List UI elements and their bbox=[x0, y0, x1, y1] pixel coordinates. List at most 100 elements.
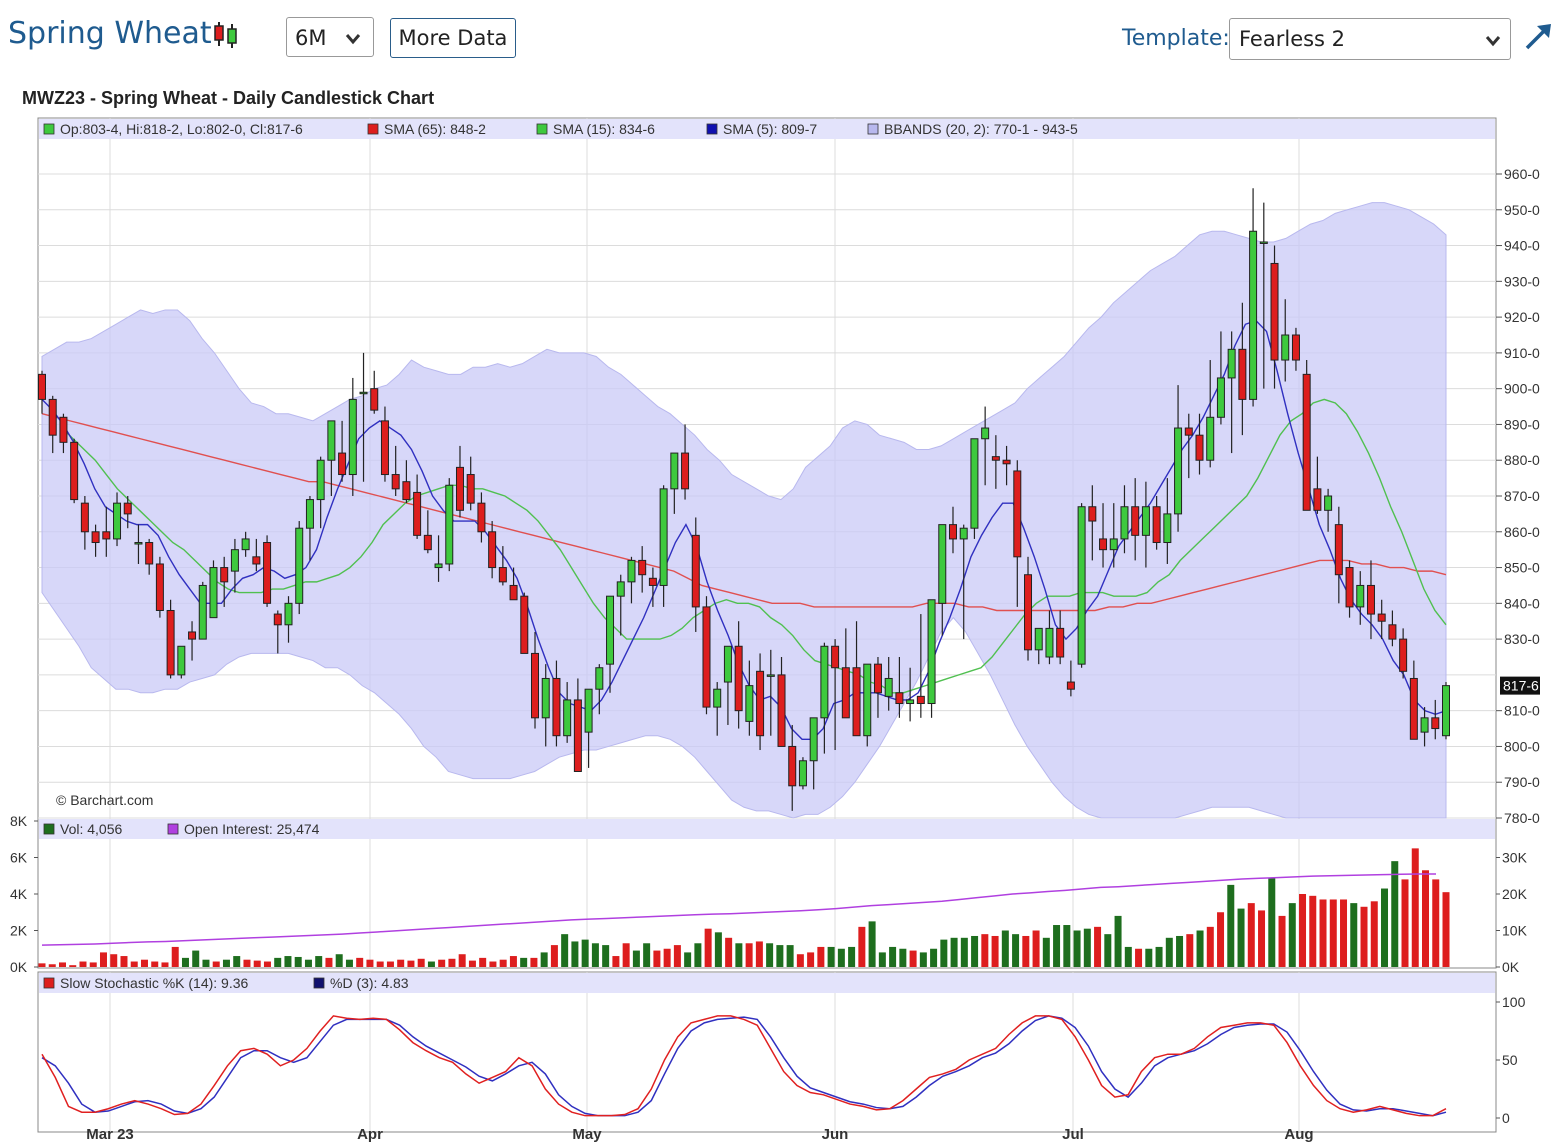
candle-body bbox=[713, 688, 722, 708]
volume-bar bbox=[776, 945, 784, 967]
volume-bar bbox=[694, 943, 702, 967]
open-interest-line bbox=[41, 873, 1436, 946]
candle-body bbox=[691, 534, 700, 608]
price-tick-label: 910-0 bbox=[1504, 345, 1540, 361]
more-data-button[interactable]: More Data bbox=[390, 18, 516, 58]
candle-body bbox=[220, 567, 229, 583]
volume-bar bbox=[1073, 930, 1081, 967]
volume-tick-left: 8K bbox=[10, 813, 28, 829]
candle-body bbox=[198, 584, 207, 640]
volume-legend-item: Vol: 4,056 bbox=[60, 821, 122, 837]
candle-body bbox=[1238, 348, 1247, 400]
volume-bar bbox=[274, 957, 282, 967]
price-tick-label: 790-0 bbox=[1504, 774, 1540, 790]
oi-tick-right: 10K bbox=[1502, 923, 1528, 939]
candle-body bbox=[648, 577, 657, 586]
volume-bar bbox=[1360, 906, 1368, 967]
volume-bar bbox=[878, 952, 886, 967]
volume-bar bbox=[1237, 908, 1245, 967]
stoch-tick-label: 50 bbox=[1502, 1052, 1518, 1068]
candle-body bbox=[573, 699, 582, 772]
period-value: 6M bbox=[295, 26, 327, 50]
volume-tick-left: 2K bbox=[10, 923, 28, 939]
volume-bar bbox=[786, 945, 794, 967]
candle-body bbox=[1399, 638, 1408, 672]
candle-body bbox=[831, 645, 840, 669]
stoch-k-line bbox=[41, 1015, 1447, 1117]
x-month-label: Mar 23 bbox=[86, 1126, 134, 1143]
volume-bar bbox=[919, 952, 927, 967]
volume-bar bbox=[550, 945, 558, 967]
candlestick-icon[interactable] bbox=[212, 20, 240, 50]
candle-body bbox=[145, 542, 154, 565]
expand-arrow-icon[interactable] bbox=[1523, 22, 1553, 52]
volume-bar bbox=[1288, 903, 1296, 967]
candle-body bbox=[80, 502, 89, 533]
volume-bar bbox=[663, 948, 671, 967]
volume-bar bbox=[438, 959, 446, 967]
candle-body bbox=[1195, 434, 1204, 461]
volume-bar bbox=[520, 957, 528, 967]
volume-bar bbox=[899, 948, 907, 967]
volume-bar bbox=[1309, 895, 1317, 967]
candle-body bbox=[1313, 488, 1322, 511]
price-legend-item: SMA (15): 834-6 bbox=[553, 121, 655, 137]
candle-body bbox=[1442, 685, 1450, 737]
volume-bar bbox=[684, 952, 692, 967]
candle-body bbox=[991, 456, 1000, 461]
volume-bar bbox=[602, 945, 610, 967]
candle-body bbox=[766, 674, 775, 677]
chart-area[interactable]: Op:803-4, Hi:818-2, Lo:802-0, Cl:817-6 SM… bbox=[0, 110, 1568, 1143]
volume-bar bbox=[1299, 894, 1307, 967]
volume-bar bbox=[315, 956, 323, 967]
stoch-legend-item: %D (3): 4.83 bbox=[330, 975, 409, 991]
top-bar: Spring Wheat 6M More Data Template: Fear… bbox=[0, 0, 1568, 80]
volume-bar bbox=[99, 952, 107, 967]
candle-body bbox=[209, 567, 218, 619]
candle-body bbox=[1206, 416, 1215, 461]
volume-bar bbox=[1053, 925, 1061, 967]
chevron-down-icon bbox=[345, 34, 361, 45]
volume-bar bbox=[38, 963, 46, 967]
candle-body bbox=[520, 595, 529, 654]
volume-bar bbox=[427, 961, 435, 967]
volume-bar bbox=[1370, 901, 1378, 967]
candle-body bbox=[155, 563, 164, 611]
candle-body bbox=[723, 645, 732, 683]
candle-body bbox=[380, 420, 389, 476]
volume-bar bbox=[1401, 879, 1409, 967]
volume-bar bbox=[643, 943, 651, 967]
chart-title: MWZ23 - Spring Wheat - Daily Candlestick… bbox=[22, 88, 435, 108]
candle-body bbox=[241, 538, 250, 551]
volume-bar bbox=[120, 956, 128, 967]
stoch-tick-label: 0 bbox=[1502, 1110, 1510, 1126]
price-tick-label: 950-0 bbox=[1504, 202, 1540, 218]
candle-body bbox=[820, 645, 829, 719]
candle-body bbox=[123, 502, 132, 515]
volume-bar bbox=[817, 946, 825, 967]
volume-bar bbox=[530, 957, 538, 967]
volume-bar bbox=[345, 959, 353, 967]
bollinger-band bbox=[41, 202, 1447, 819]
volume-bar bbox=[1012, 934, 1020, 967]
template-dropdown[interactable]: Fearless 2 bbox=[1229, 18, 1511, 60]
volume-tick-left: 6K bbox=[10, 850, 28, 866]
period-dropdown[interactable]: 6M bbox=[286, 17, 374, 57]
volume-bar bbox=[1247, 903, 1255, 967]
volume-bar bbox=[1165, 937, 1173, 967]
candle-body bbox=[1356, 584, 1365, 608]
oi-tick-right: 0K bbox=[1502, 959, 1520, 975]
candle-body bbox=[959, 527, 968, 540]
volume-bar bbox=[1432, 879, 1440, 967]
volume-bar bbox=[1063, 925, 1071, 967]
volume-bar bbox=[1124, 946, 1132, 967]
volume-bar bbox=[940, 939, 948, 967]
candle-body bbox=[1409, 677, 1418, 740]
candle-body bbox=[916, 695, 925, 705]
candle-body bbox=[595, 667, 604, 690]
x-month-label: Jun bbox=[822, 1126, 849, 1143]
chevron-down-icon bbox=[1485, 36, 1501, 47]
candle-body bbox=[606, 595, 615, 665]
volume-bar bbox=[837, 948, 845, 967]
candle-body bbox=[659, 488, 668, 586]
